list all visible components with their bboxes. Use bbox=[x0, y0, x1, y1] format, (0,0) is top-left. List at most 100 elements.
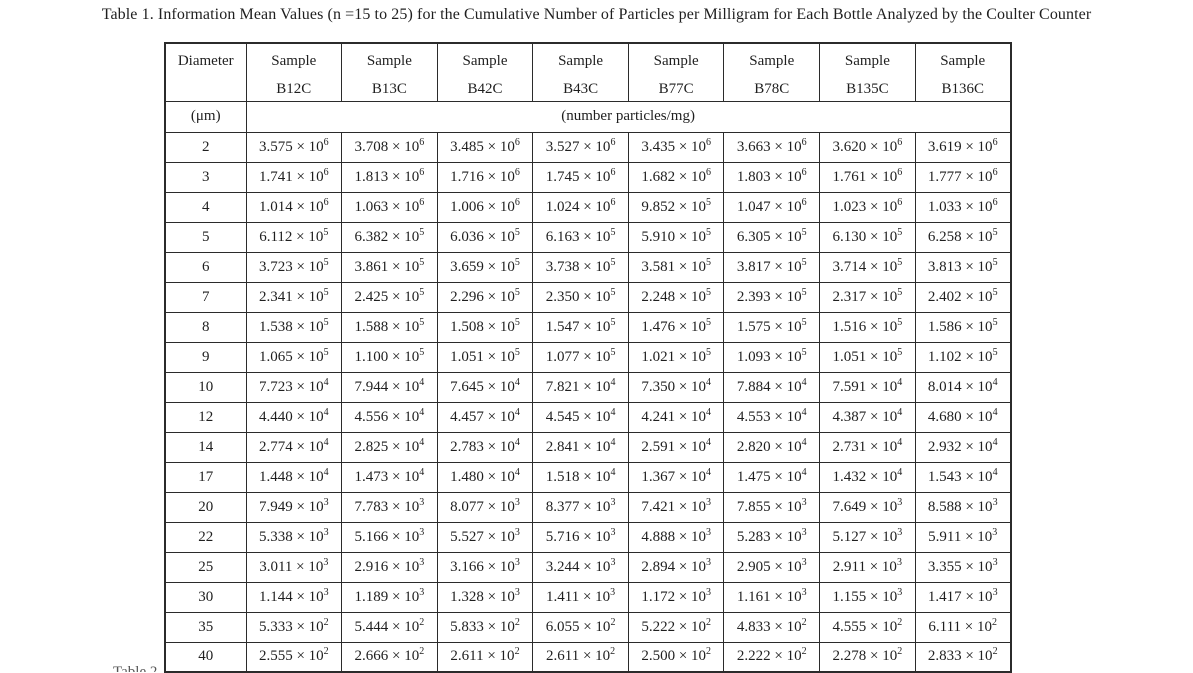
table-row-diameter-3: 3 1.741 × 106 1.813 × 106 1.716 × 106 1.745 … bbox=[164, 161, 1012, 193]
value-cell-B77C: 5.910 × 105 bbox=[627, 221, 725, 253]
value-cell-B13C: 1.473 × 104 bbox=[341, 461, 438, 493]
value-cell-B42C: 7.645 × 104 bbox=[436, 371, 534, 403]
value-cell-B78C: 1.803 × 106 bbox=[723, 161, 821, 193]
diameter-cell: 9 bbox=[164, 341, 247, 373]
value-cell-B135C: 2.911 × 103 bbox=[819, 551, 916, 583]
value-cell-B78C: 2.393 × 105 bbox=[723, 281, 821, 313]
value-cell-B78C: 4.553 × 104 bbox=[723, 401, 821, 433]
value-cell-B12C: 7.949 × 103 bbox=[245, 491, 343, 523]
value-cell-B42C: 3.659 × 105 bbox=[436, 251, 534, 283]
table-row-diameter-14: 14 2.774 × 104 2.825 × 104 2.783 × 104 2.841… bbox=[164, 431, 1012, 463]
diameter-cell: 22 bbox=[164, 521, 247, 553]
value-cell-B43C: 3.244 × 103 bbox=[532, 551, 629, 583]
diameter-cell: 10 bbox=[164, 371, 247, 403]
value-cell-B77C: 4.241 × 104 bbox=[627, 401, 725, 433]
value-cell-B78C: 5.283 × 103 bbox=[723, 521, 821, 553]
value-cell-B78C: 1.575 × 105 bbox=[723, 311, 821, 343]
table-row-diameter-20: 20 7.949 × 103 7.783 × 103 8.077 × 103 8.377… bbox=[164, 491, 1012, 523]
value-cell-B13C: 2.666 × 102 bbox=[341, 641, 438, 673]
value-cell-B78C: 7.884 × 104 bbox=[723, 371, 821, 403]
table-row-diameter-2: 2 3.575 × 106 3.708 × 106 3.485 × 106 3.527 … bbox=[164, 131, 1012, 163]
sample-column-header-B135C: Sample B135C bbox=[819, 42, 916, 102]
value-cell-B43C: 6.163 × 105 bbox=[532, 221, 629, 253]
value-cell-B136C: 2.833 × 102 bbox=[914, 641, 1012, 673]
table-row-diameter-17: 17 1.448 × 104 1.473 × 104 1.480 × 104 1.518… bbox=[164, 461, 1012, 493]
value-cell-B135C: 2.278 × 102 bbox=[819, 641, 916, 673]
value-cell-B77C: 2.591 × 104 bbox=[627, 431, 725, 463]
table-row-diameter-25: 25 3.011 × 103 2.916 × 103 3.166 × 103 3.244… bbox=[164, 551, 1012, 583]
table-row-diameter-9: 9 1.065 × 105 1.100 × 105 1.051 × 105 1.077 … bbox=[164, 341, 1012, 373]
diameter-unit-cell: (μm) bbox=[164, 100, 247, 133]
value-cell-B12C: 1.014 × 106 bbox=[245, 191, 343, 223]
value-cell-B43C: 8.377 × 103 bbox=[532, 491, 629, 523]
value-cell-B136C: 8.014 × 104 bbox=[914, 371, 1012, 403]
table-row-diameter-7: 7 2.341 × 105 2.425 × 105 2.296 × 105 2.350 … bbox=[164, 281, 1012, 313]
diameter-cell: 5 bbox=[164, 221, 247, 253]
value-cell-B12C: 1.741 × 106 bbox=[245, 161, 343, 193]
value-cell-B77C: 1.682 × 106 bbox=[627, 161, 725, 193]
sample-column-header-B136C: Sample B136C bbox=[914, 42, 1012, 102]
value-cell-B135C: 1.432 × 104 bbox=[819, 461, 916, 493]
value-cell-B42C: 2.296 × 105 bbox=[436, 281, 534, 313]
value-cell-B77C: 1.021 × 105 bbox=[627, 341, 725, 373]
value-cell-B43C: 6.055 × 102 bbox=[532, 611, 629, 643]
value-cell-B136C: 1.543 × 104 bbox=[914, 461, 1012, 493]
value-cell-B77C: 7.421 × 103 bbox=[627, 491, 725, 523]
diameter-cell: 6 bbox=[164, 251, 247, 283]
value-cell-B43C: 1.518 × 104 bbox=[532, 461, 629, 493]
value-cell-B13C: 7.783 × 103 bbox=[341, 491, 438, 523]
value-cell-B77C: 3.581 × 105 bbox=[627, 251, 725, 283]
value-cell-B12C: 3.723 × 105 bbox=[245, 251, 343, 283]
value-cell-B78C: 2.905 × 103 bbox=[723, 551, 821, 583]
value-cell-B136C: 4.680 × 104 bbox=[914, 401, 1012, 433]
diameter-cell: 30 bbox=[164, 581, 247, 613]
diameter-cell: 3 bbox=[164, 161, 247, 193]
table-row-diameter-35: 35 5.333 × 102 5.444 × 102 5.833 × 102 6.055… bbox=[164, 611, 1012, 643]
value-cell-B13C: 1.588 × 105 bbox=[341, 311, 438, 343]
diameter-cell: 7 bbox=[164, 281, 247, 313]
value-cell-B12C: 1.065 × 105 bbox=[245, 341, 343, 373]
value-cell-B135C: 6.130 × 105 bbox=[819, 221, 916, 253]
value-cell-B13C: 1.100 × 105 bbox=[341, 341, 438, 373]
value-cell-B42C: 5.833 × 102 bbox=[436, 611, 534, 643]
table-row-diameter-12: 12 4.440 × 104 4.556 × 104 4.457 × 104 4.545… bbox=[164, 401, 1012, 433]
value-cell-B136C: 3.355 × 103 bbox=[914, 551, 1012, 583]
value-cell-B135C: 4.555 × 102 bbox=[819, 611, 916, 643]
value-cell-B77C: 5.222 × 102 bbox=[627, 611, 725, 643]
value-cell-B77C: 4.888 × 103 bbox=[627, 521, 725, 553]
sample-column-header-B77C: Sample B77C bbox=[627, 42, 725, 102]
value-cell-B136C: 1.102 × 105 bbox=[914, 341, 1012, 373]
table-row-diameter-5: 5 6.112 × 105 6.382 × 105 6.036 × 105 6.163 … bbox=[164, 221, 1012, 253]
value-cell-B42C: 1.051 × 105 bbox=[436, 341, 534, 373]
table-row-diameter-4: 4 1.014 × 106 1.063 × 106 1.006 × 106 1.024 … bbox=[164, 191, 1012, 223]
value-cell-B77C: 1.172 × 103 bbox=[627, 581, 725, 613]
value-cell-B13C: 3.708 × 106 bbox=[341, 131, 438, 163]
value-cell-B43C: 5.716 × 103 bbox=[532, 521, 629, 553]
value-cell-B77C: 3.435 × 106 bbox=[627, 131, 725, 163]
diameter-cell: 35 bbox=[164, 611, 247, 643]
diameter-cell: 25 bbox=[164, 551, 247, 583]
value-cell-B13C: 1.189 × 103 bbox=[341, 581, 438, 613]
table-row-diameter-6: 6 3.723 × 105 3.861 × 105 3.659 × 105 3.738 … bbox=[164, 251, 1012, 283]
value-cell-B78C: 2.222 × 102 bbox=[723, 641, 821, 673]
value-cell-B13C: 5.444 × 102 bbox=[341, 611, 438, 643]
value-cell-B135C: 4.387 × 104 bbox=[819, 401, 916, 433]
value-cell-B42C: 2.783 × 104 bbox=[436, 431, 534, 463]
diameter-cell: 4 bbox=[164, 191, 247, 223]
value-cell-B12C: 6.112 × 105 bbox=[245, 221, 343, 253]
table-row-diameter-30: 30 1.144 × 103 1.189 × 103 1.328 × 103 1.411… bbox=[164, 581, 1012, 613]
value-cell-B13C: 2.425 × 105 bbox=[341, 281, 438, 313]
value-cell-B13C: 4.556 × 104 bbox=[341, 401, 438, 433]
value-cell-B42C: 5.527 × 103 bbox=[436, 521, 534, 553]
value-cell-B12C: 1.144 × 103 bbox=[245, 581, 343, 613]
value-cell-B135C: 1.155 × 103 bbox=[819, 581, 916, 613]
units-caption-cell: (number particles/mg) bbox=[245, 100, 1012, 133]
diameter-cell: 8 bbox=[164, 311, 247, 343]
diameter-cell: 2 bbox=[164, 131, 247, 163]
value-cell-B136C: 1.586 × 105 bbox=[914, 311, 1012, 343]
value-cell-B77C: 2.500 × 102 bbox=[627, 641, 725, 673]
diameter-column-header: Diameter bbox=[164, 42, 247, 102]
value-cell-B78C: 1.161 × 103 bbox=[723, 581, 821, 613]
value-cell-B12C: 2.774 × 104 bbox=[245, 431, 343, 463]
value-cell-B135C: 1.051 × 105 bbox=[819, 341, 916, 373]
